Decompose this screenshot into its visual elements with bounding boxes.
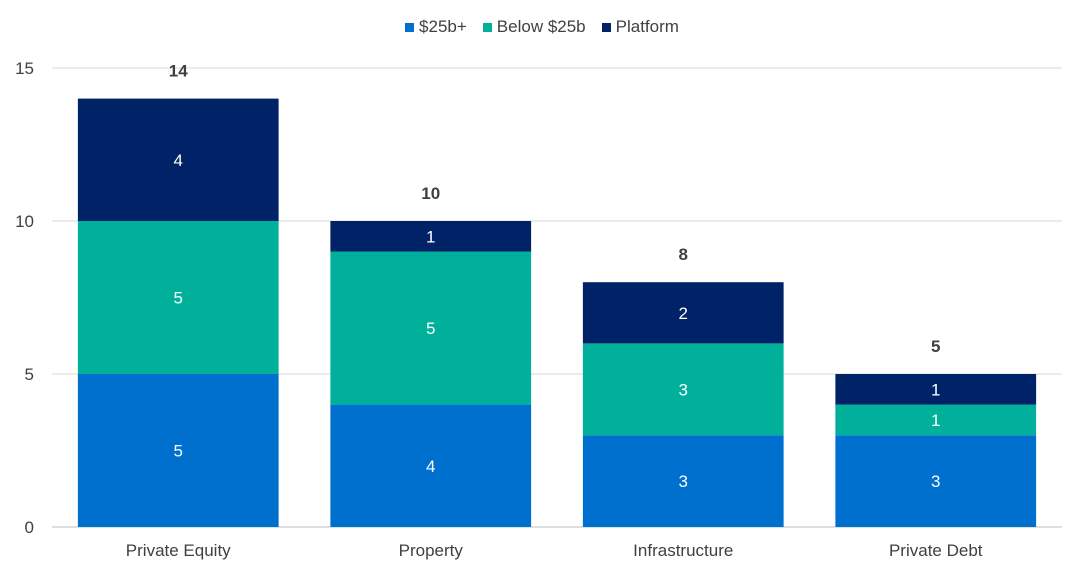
y-tick-label-0: 0 [25, 518, 34, 537]
data-label-4-1: 3 [931, 472, 940, 491]
total-label-1: 14 [169, 62, 188, 81]
data-label-2-3: 1 [426, 227, 435, 246]
bar-segment-2-2 [330, 251, 532, 405]
bar-segment-3-2 [582, 343, 784, 436]
legend-item-25b-plus: $25b+ [405, 17, 467, 37]
data-label-3-1: 3 [679, 472, 688, 491]
legend-item-platform: Platform [601, 17, 679, 37]
legend-label-25b-plus: $25b+ [419, 17, 467, 36]
data-label-4-3: 1 [931, 380, 940, 399]
total-label-3: 8 [679, 245, 688, 264]
bar-segment-3-1 [582, 435, 784, 527]
legend-label-below-25b: Below $25b [496, 17, 586, 36]
chart-legend: $25b+ Below $25b Platform [0, 17, 1084, 37]
data-label-3-2: 3 [679, 380, 688, 399]
legend-label-platform: Platform [615, 17, 679, 36]
data-label-1-1: 5 [174, 442, 183, 461]
bar-segment-4-1 [835, 435, 1037, 527]
bar-segment-4-3 [835, 374, 1037, 405]
data-label-1-2: 5 [174, 289, 183, 308]
data-label-3-3: 2 [679, 304, 688, 323]
legend-swatch-25b-plus [405, 22, 415, 32]
legend-item-below-25b: Below $25b [482, 17, 586, 37]
bar-segment-1-1 [77, 374, 279, 527]
legend-swatch-platform [601, 22, 611, 32]
data-label-4-2: 1 [931, 411, 940, 430]
x-tick-label-1: Private Equity [126, 541, 231, 560]
bar-segment-2-1 [330, 404, 532, 527]
y-tick-label-15: 15 [15, 59, 34, 78]
y-tick-label-5: 5 [25, 365, 34, 384]
data-label-2-1: 4 [426, 457, 435, 476]
x-tick-label-2: Property [399, 541, 464, 560]
data-label-1-3: 4 [174, 151, 183, 170]
x-tick-label-4: Private Debt [889, 541, 983, 560]
total-label-2: 10 [421, 184, 440, 203]
data-label-2-2: 5 [426, 319, 435, 338]
y-tick-label-10: 10 [15, 212, 34, 231]
total-label-4: 5 [931, 337, 940, 356]
bar-segment-2-3 [330, 221, 532, 252]
bar-segment-3-3 [582, 282, 784, 344]
x-tick-label-3: Infrastructure [633, 541, 733, 560]
legend-swatch-below-25b [482, 22, 492, 32]
bar-segment-1-2 [77, 221, 279, 374]
bar-segment-1-3 [77, 98, 279, 221]
bar-segment-4-2 [835, 404, 1037, 436]
